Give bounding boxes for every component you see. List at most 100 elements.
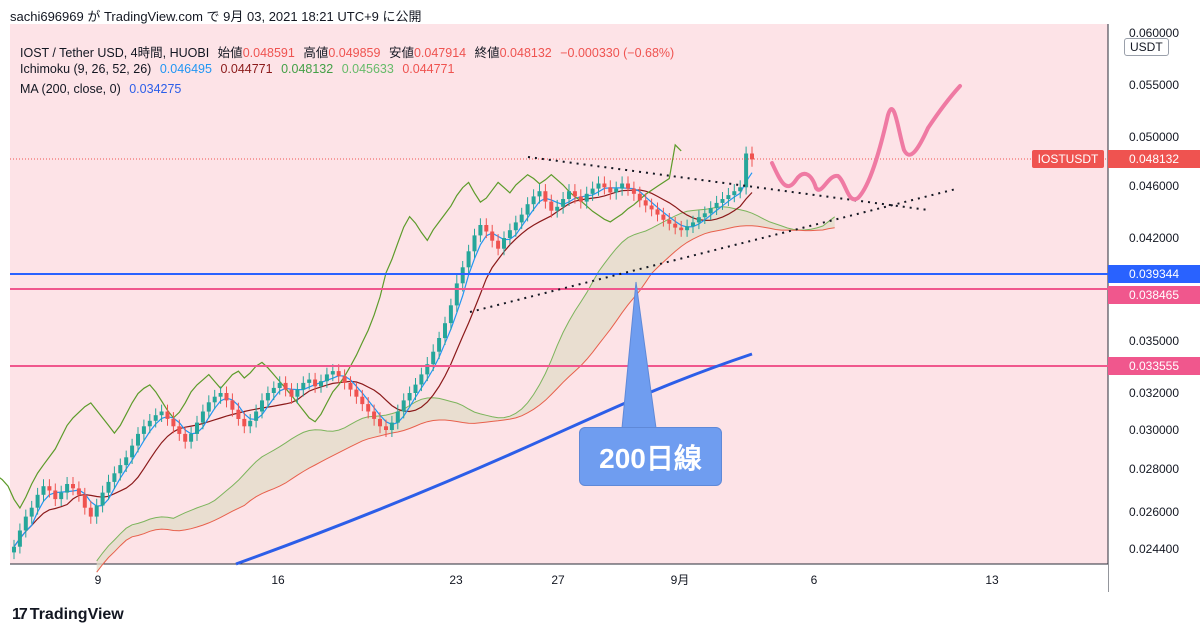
candle-body: [141, 426, 146, 434]
change-value: −0.000330 (−0.68%): [560, 46, 675, 60]
candle-body: [200, 411, 205, 423]
ichimoku-lagging-value: 0.048132: [281, 62, 334, 76]
candle-body: [443, 323, 447, 339]
candle-body: [637, 193, 642, 201]
close-label: 終値: [474, 46, 500, 60]
candle-body: [431, 351, 436, 365]
candle-body: [561, 199, 566, 207]
candle-body: [354, 389, 359, 397]
candle-body: [696, 217, 701, 223]
candle-body: [29, 507, 34, 517]
candle-body: [254, 411, 259, 421]
candle-body: [177, 426, 182, 434]
candle-body: [159, 411, 164, 416]
candle-body: [236, 409, 241, 419]
candle-body: [655, 209, 660, 215]
candle-body: [738, 187, 743, 192]
candle-body: [437, 338, 442, 352]
forecast-path: [770, 84, 962, 202]
price-tick-label: 0.046000: [1129, 179, 1179, 193]
candle-body: [265, 393, 270, 401]
candle-body: [94, 505, 99, 517]
level-tag-pink-upper: [1108, 286, 1200, 304]
ma-value: 0.034275: [129, 82, 182, 96]
ichimoku-conversion-value: 0.046495: [159, 62, 212, 76]
candle-body: [218, 393, 223, 397]
ichimoku-legend[interactable]: Ichimoku (9, 26, 52, 26) 0.046495 0.0447…: [20, 62, 459, 76]
time-tick-label: 16: [271, 573, 285, 587]
ichimoku-lead-a-value: 0.045633: [341, 62, 394, 76]
currency-label[interactable]: USDT: [1124, 38, 1169, 56]
price-tick-label: 0.042000: [1129, 231, 1179, 245]
candle-body: [525, 204, 530, 215]
symbol-legend[interactable]: IOST / Tether USD, 4時間, HUOBI 始値0.048591…: [20, 42, 679, 61]
candle-body: [147, 420, 152, 427]
time-tick-label: 27: [551, 573, 565, 587]
candle-body: [76, 488, 81, 495]
level-tag-blue: [1108, 265, 1200, 283]
candle-body: [23, 516, 28, 531]
candle-body: [466, 251, 471, 268]
candle-body: [372, 411, 377, 419]
ma-label: MA (200, close, 0): [20, 82, 121, 96]
level-tag-pink-lower-text: 0.033555: [1129, 359, 1179, 373]
price-tick-label: 0.050000: [1129, 130, 1179, 144]
candle-body: [248, 420, 253, 427]
candle-body: [242, 418, 247, 427]
candle-body: [384, 426, 388, 430]
candle-body: [47, 486, 52, 491]
ohlc-close: 終値0.048132: [475, 46, 552, 60]
price-tick-label: 0.055000: [1129, 78, 1179, 92]
candle-body: [118, 465, 123, 474]
price-tick-label: 0.026000: [1129, 505, 1179, 519]
candle-body: [667, 219, 672, 224]
candle-body: [626, 183, 630, 189]
time-tick-label: 6: [811, 573, 818, 587]
candle-body: [413, 384, 418, 393]
candle-body: [720, 199, 725, 203]
candle-body: [702, 213, 707, 218]
time-tick-label: 9月: [671, 573, 690, 587]
candle-body: [507, 230, 512, 238]
price-chart[interactable]: 0.060000 0.055000 0.050000 0.046000 0.042000…: [0, 24, 1200, 596]
candle-body: [502, 238, 506, 249]
candle-body: [295, 389, 300, 397]
ohlc-low: 安値0.047914: [389, 46, 466, 60]
candle-body: [65, 484, 70, 493]
last-price-tag: [1108, 150, 1200, 168]
candle-body: [17, 530, 22, 547]
ma-legend[interactable]: MA (200, close, 0) 0.034275: [20, 82, 186, 96]
tradingview-logo-icon: 17: [12, 606, 28, 623]
candle-body: [537, 191, 542, 197]
candle-body: [708, 208, 713, 214]
candlesticks: [12, 146, 754, 560]
time-axis-ticks: 9 16 23 27 9月 6 13: [95, 573, 999, 587]
candle-body: [519, 214, 524, 223]
candle-body: [319, 381, 323, 387]
price-tick-label: 0.024400: [1129, 542, 1179, 556]
time-axis[interactable]: [10, 564, 1108, 592]
candle-body: [277, 382, 282, 388]
ma200-callout: 200日線: [579, 427, 722, 486]
candle-body: [88, 507, 93, 517]
candle-body: [679, 227, 684, 231]
price-tick-label: 0.035000: [1129, 334, 1179, 348]
candle-body: [496, 240, 501, 249]
candle-body: [691, 222, 695, 227]
last-price-text: 0.048132: [1129, 152, 1179, 166]
candle-body: [602, 183, 607, 188]
candle-body: [478, 225, 483, 236]
candle-body: [596, 183, 601, 189]
high-label: 高値: [303, 46, 329, 60]
candle-body: [35, 494, 40, 508]
candle-body: [183, 433, 188, 442]
candle-body: [732, 191, 737, 196]
candle-body: [171, 418, 176, 427]
tradingview-logo[interactable]: 17 TradingView: [12, 606, 124, 624]
candle-body: [490, 231, 495, 241]
candle-body: [206, 402, 211, 412]
candle-body: [271, 387, 276, 393]
candle-body: [342, 376, 347, 383]
price-tick-label: 0.060000: [1129, 26, 1179, 40]
plot-area[interactable]: [10, 24, 1108, 564]
